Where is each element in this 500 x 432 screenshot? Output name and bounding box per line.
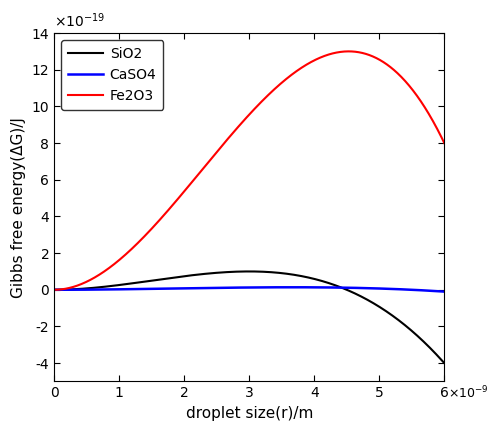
CaSO4 <box>223 285 229 290</box>
Y-axis label: Gibbs free energy(ΔG)/J: Gibbs free energy(ΔG)/J <box>11 117 26 298</box>
SiO2 <box>356 293 362 298</box>
X-axis label: droplet size(r)/m: droplet size(r)/m <box>186 406 313 421</box>
Fe2O3 <box>319 54 325 60</box>
Line: CaSO4: CaSO4 <box>54 287 444 292</box>
CaSO4 <box>209 286 215 291</box>
SiO2 <box>223 270 229 275</box>
Line: Fe2O3: Fe2O3 <box>54 51 444 290</box>
SiO2 <box>209 270 215 276</box>
Line: SiO2: SiO2 <box>54 271 444 363</box>
CaSO4 <box>363 286 369 291</box>
Text: $\times 10^{-9}$: $\times 10^{-9}$ <box>448 385 489 402</box>
CaSO4 <box>51 287 57 292</box>
CaSO4 <box>91 287 97 292</box>
CaSO4 <box>290 285 296 290</box>
Fe2O3 <box>209 155 215 160</box>
Fe2O3 <box>363 51 369 57</box>
Fe2O3 <box>356 50 362 55</box>
SiO2 <box>246 269 252 274</box>
Fe2O3 <box>91 275 97 280</box>
Fe2O3 <box>346 49 352 54</box>
Legend: SiO2, CaSO4, Fe2O3: SiO2, CaSO4, Fe2O3 <box>61 40 164 110</box>
SiO2 <box>320 279 326 284</box>
CaSO4 <box>356 286 362 291</box>
Text: $\times 10^{-19}$: $\times 10^{-19}$ <box>54 11 106 29</box>
CaSO4 <box>320 285 326 290</box>
SiO2 <box>91 285 97 290</box>
Fe2O3 <box>51 287 57 292</box>
SiO2 <box>363 296 369 302</box>
Fe2O3 <box>442 140 448 146</box>
SiO2 <box>442 361 448 366</box>
Fe2O3 <box>223 138 229 143</box>
SiO2 <box>51 287 57 292</box>
CaSO4 <box>442 289 448 294</box>
